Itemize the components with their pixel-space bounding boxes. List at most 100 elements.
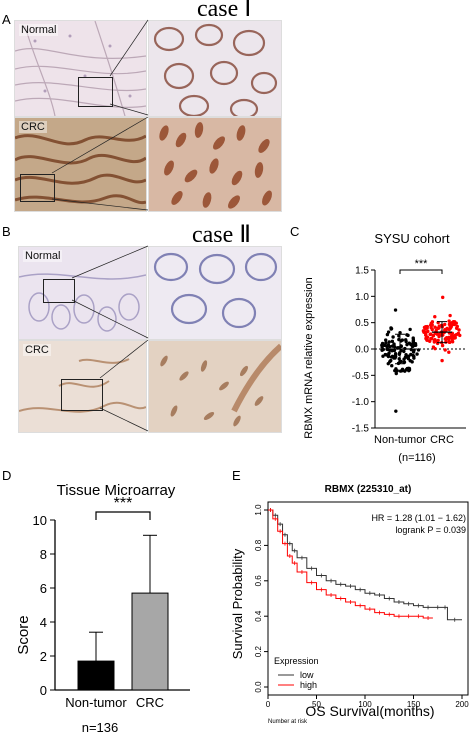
chart-c-point [422, 330, 426, 334]
chart-c-point [407, 354, 411, 358]
chart-c-point [433, 325, 437, 329]
chart-c-ytick-label: -1.0 [352, 397, 370, 408]
panel-b-crc-highmag [148, 340, 282, 433]
chart-c-point [447, 350, 451, 354]
bar-chart-d: Tissue Microarray Score 0 2 4 6 8 10 Non-tumo… [15, 482, 190, 732]
chart-d-title: Tissue Microarray [57, 482, 176, 499]
chart-e-series-line [268, 509, 462, 621]
chart-e-annotation-p: logrank P = 0.039 [395, 525, 466, 535]
chart-c-point [390, 344, 395, 348]
chart-c-ylabel: RBMX mRNA relative expression [303, 277, 315, 438]
chart-c-point [447, 340, 452, 345]
chart-c-point [389, 326, 393, 330]
chart-e-xtick-label: 0 [266, 700, 271, 709]
chart-e-xlabel: OS Survival(months) [305, 703, 434, 719]
chart-c-ytick-label: 0.0 [355, 345, 369, 356]
chart-c-ytick-label: 1.0 [355, 292, 369, 303]
chart-d-ytick-label: 0 [40, 683, 47, 698]
panel-a-normal-highmag-image [149, 21, 281, 116]
chart-c-ytick-label: 1.5 [355, 266, 369, 277]
panel-b-crc-lowmag: CRC [18, 340, 147, 433]
chart-e-xtick-label: 50 [312, 700, 321, 709]
chart-c-footnote: (n=116) [398, 452, 435, 464]
chart-c-point [409, 347, 414, 352]
panel-b-normal-lowmag: Normal [18, 246, 147, 340]
panel-b-title: case Ⅱ [192, 222, 252, 248]
chart-c-point [390, 349, 394, 353]
chart-c-point [440, 358, 444, 363]
chart-c-point [431, 333, 436, 338]
chart-c-point [393, 368, 397, 373]
chart-c-point [394, 409, 398, 413]
chart-d-ytick-label: 8 [40, 547, 47, 562]
chart-e-ytick-label: 0.0 [254, 681, 263, 693]
chart-c-point [453, 336, 457, 340]
chart-c-point [389, 355, 394, 359]
chart-e-annotation-hr: HR = 1.28 (1.01 − 1.62) [371, 513, 466, 523]
panel-b-normal-label: Normal [23, 250, 63, 262]
panel-a-normal-lowmag: Normal [14, 20, 147, 117]
chart-c-point [384, 353, 389, 357]
chart-c-point [448, 321, 453, 326]
panel-a-normal-label: Normal [19, 24, 59, 36]
chart-c-point [426, 329, 430, 334]
chart-c-point [429, 325, 433, 330]
chart-c-ytick-label: -0.5 [352, 371, 370, 382]
chart-c-point [456, 332, 461, 336]
chart-c-point [448, 313, 452, 318]
chart-c-point [393, 354, 398, 359]
chart-d-bar [77, 660, 115, 691]
chart-c-point [436, 338, 440, 343]
chart-c-point [411, 340, 416, 344]
chart-c-point [443, 337, 448, 341]
chart-c-ytick-label: -1.5 [352, 424, 370, 435]
chart-d-ytick-label: 6 [40, 581, 47, 596]
chart-c-point [444, 340, 448, 344]
chart-c-point [386, 343, 391, 347]
chart-c-point [453, 333, 457, 338]
chart-d-ytick-label: 2 [40, 649, 47, 664]
panel-a-crc-highmag [148, 117, 282, 212]
panel-a-letter: A [2, 12, 11, 27]
panel-b-crc-label: CRC [23, 344, 51, 356]
chart-e-ytick-label: 0.8 [254, 539, 263, 551]
chart-c-point [380, 348, 384, 352]
chart-d-xlabel: n=136 [82, 720, 119, 732]
chart-c-point [433, 315, 437, 319]
panel-a-title: case Ⅰ [197, 0, 252, 22]
chart-d-ytick-label: 4 [40, 615, 47, 630]
chart-c-point [455, 324, 459, 329]
chart-c-point [407, 368, 411, 373]
chart-c-point [390, 363, 394, 368]
chart-e-frame [267, 501, 469, 696]
panel-b-letter: B [2, 224, 11, 239]
chart-d-significance-bracket [95, 511, 151, 520]
chart-c-point [380, 345, 384, 349]
chart-c-point [398, 369, 403, 373]
chart-c-point [412, 354, 416, 359]
chart-c-point [404, 338, 408, 342]
chart-e-risk-header: Number at risk [268, 719, 308, 725]
chart-e-ytick-label: 0.2 [254, 645, 263, 657]
chart-d-category-label: Non-tumor [65, 695, 127, 710]
chart-d-ylabel: Score [15, 615, 32, 654]
chart-c-point [389, 358, 393, 363]
chart-c-point [411, 350, 416, 354]
panel-b-crc-highmag-image [149, 341, 281, 432]
panel-a-crc-highmag-image [149, 118, 281, 211]
chart-c-point [430, 323, 434, 327]
chart-c-point [440, 343, 445, 348]
chart-e-legend-high: high [300, 680, 317, 690]
chart-c-significance-label: *** [415, 258, 429, 270]
chart-c-point [438, 324, 443, 328]
chart-c-point [405, 333, 409, 337]
chart-c-point [387, 351, 391, 355]
km-chart-e: RBMX (225310_at) Survival Probability 0.… [230, 484, 469, 725]
chart-c-point [429, 332, 433, 336]
chart-c-point [381, 354, 385, 358]
chart-e-xtick-label: 100 [358, 700, 372, 709]
chart-c-point [436, 326, 440, 331]
chart-c-point [450, 333, 454, 338]
panel-a-crc-label: CRC [19, 121, 47, 133]
chart-c-point [443, 348, 447, 352]
